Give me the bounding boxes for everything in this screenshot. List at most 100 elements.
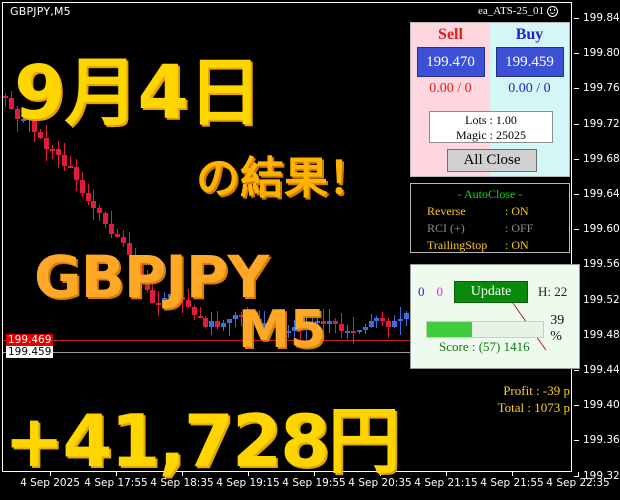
price-tick	[574, 18, 579, 19]
autoclose-value: : OFF	[505, 221, 534, 235]
candle	[239, 14, 245, 469]
candle-wick	[300, 320, 301, 343]
candle	[315, 14, 321, 469]
price-axis-label: 199.645	[583, 188, 620, 200]
candle-body	[97, 208, 102, 214]
candle-body	[321, 321, 326, 325]
candle	[209, 14, 215, 469]
summary-block: Profit : -39 p Total : 1073 p	[470, 382, 570, 416]
candle	[68, 14, 74, 469]
price-tick	[574, 440, 579, 442]
time-axis-label: 4 Sep 22:35	[546, 477, 610, 489]
candle-body	[345, 330, 350, 333]
candle-body	[203, 318, 208, 328]
candle	[27, 14, 33, 469]
candle-body	[304, 323, 309, 330]
buy-price-button[interactable]: 199.459	[495, 47, 564, 77]
candle-wick	[317, 314, 318, 334]
autoclose-key: RCI (+)	[427, 221, 465, 235]
price-axis-label: 199.325	[583, 469, 620, 482]
candle-wick	[176, 283, 177, 297]
candle	[339, 14, 345, 469]
price-axis[interactable]: 199.845 199.805 199.765 199.725 199.685 199.6…	[573, 0, 620, 500]
candle-body	[363, 327, 368, 331]
candle	[133, 14, 139, 469]
candle	[298, 14, 304, 469]
price-axis-label: 199.485	[583, 328, 620, 341]
buy-title: Buy	[515, 26, 544, 43]
price-axis-label: 199.445	[583, 364, 620, 376]
price-tick	[574, 475, 579, 477]
candle-wick	[70, 155, 71, 168]
candle-body	[398, 318, 403, 322]
magic-value: Magic : 25025	[456, 128, 526, 142]
autoclose-row[interactable]: TrailingStop: ON	[411, 238, 569, 253]
candle-body	[168, 293, 173, 299]
autoclose-row[interactable]: Reverse: ON	[411, 204, 569, 219]
candle-body	[121, 236, 126, 243]
candle-body	[198, 315, 203, 319]
time-axis[interactable]: 4 Sep 2025 4 Sep 17:55 4 Sep 18:35 4 Sep 19…	[2, 472, 610, 500]
candle-body	[386, 320, 391, 327]
candle-body	[74, 166, 79, 180]
price-axis-label: 199.565	[583, 258, 620, 271]
candle	[186, 14, 192, 469]
candle	[321, 14, 327, 469]
candle	[327, 14, 333, 469]
time-tick	[50, 472, 51, 476]
candle	[310, 14, 316, 469]
candle-wick	[394, 314, 395, 329]
price-axis-label: 199.525	[583, 293, 620, 306]
price-tick	[574, 370, 579, 371]
candle	[56, 14, 62, 469]
h-value: H: 22	[538, 284, 568, 299]
autoclose-row[interactable]: RCI (+) : OFF	[411, 221, 569, 236]
candle-body	[374, 317, 379, 321]
sell-price-button[interactable]: 199.470	[416, 47, 485, 77]
lots-value: Lots : 1.00	[465, 113, 517, 127]
candle	[363, 14, 369, 469]
score-text: Score : (57) 1416	[439, 339, 530, 354]
candle	[392, 14, 398, 469]
candle	[227, 14, 233, 469]
all-close-button[interactable]: All Close	[447, 149, 537, 172]
bid-price-line	[3, 352, 573, 353]
candle-body	[298, 327, 303, 330]
price-tick	[574, 123, 579, 125]
candle-body	[357, 330, 362, 333]
candle-body	[209, 321, 214, 328]
lots-magic-box[interactable]: Lots : 1.00 Magic : 25025	[429, 111, 553, 143]
price-tick	[574, 88, 579, 90]
price-tick	[574, 194, 579, 195]
candle	[351, 14, 357, 469]
candle-wick	[335, 317, 336, 334]
overlay-result-text: の結果！	[196, 153, 372, 204]
candle	[32, 14, 38, 469]
price-tick	[574, 405, 579, 407]
candle-wick	[388, 317, 389, 339]
ask-price-tag: 199.469	[6, 334, 54, 346]
candle	[38, 14, 44, 469]
candle-wick	[235, 311, 236, 328]
candle	[304, 14, 310, 469]
candle	[404, 14, 410, 469]
candle-body	[150, 290, 155, 303]
candle-body	[186, 300, 191, 307]
candle-body	[56, 149, 61, 156]
candle-body	[315, 321, 320, 324]
candle-body	[221, 323, 226, 327]
candle	[203, 14, 209, 469]
autoclose-value: : ON	[505, 238, 529, 252]
time-tick	[248, 472, 249, 476]
time-tick	[446, 472, 447, 476]
price-axis-label: 199.405	[583, 399, 620, 412]
candle-body	[404, 312, 409, 319]
candle	[21, 14, 27, 469]
candle-body	[3, 95, 8, 98]
time-tick	[182, 472, 183, 476]
update-button[interactable]: Update	[454, 281, 528, 303]
candle	[145, 14, 151, 469]
candle	[357, 14, 363, 469]
overlay-pair-text: GBPJPY	[34, 243, 269, 311]
